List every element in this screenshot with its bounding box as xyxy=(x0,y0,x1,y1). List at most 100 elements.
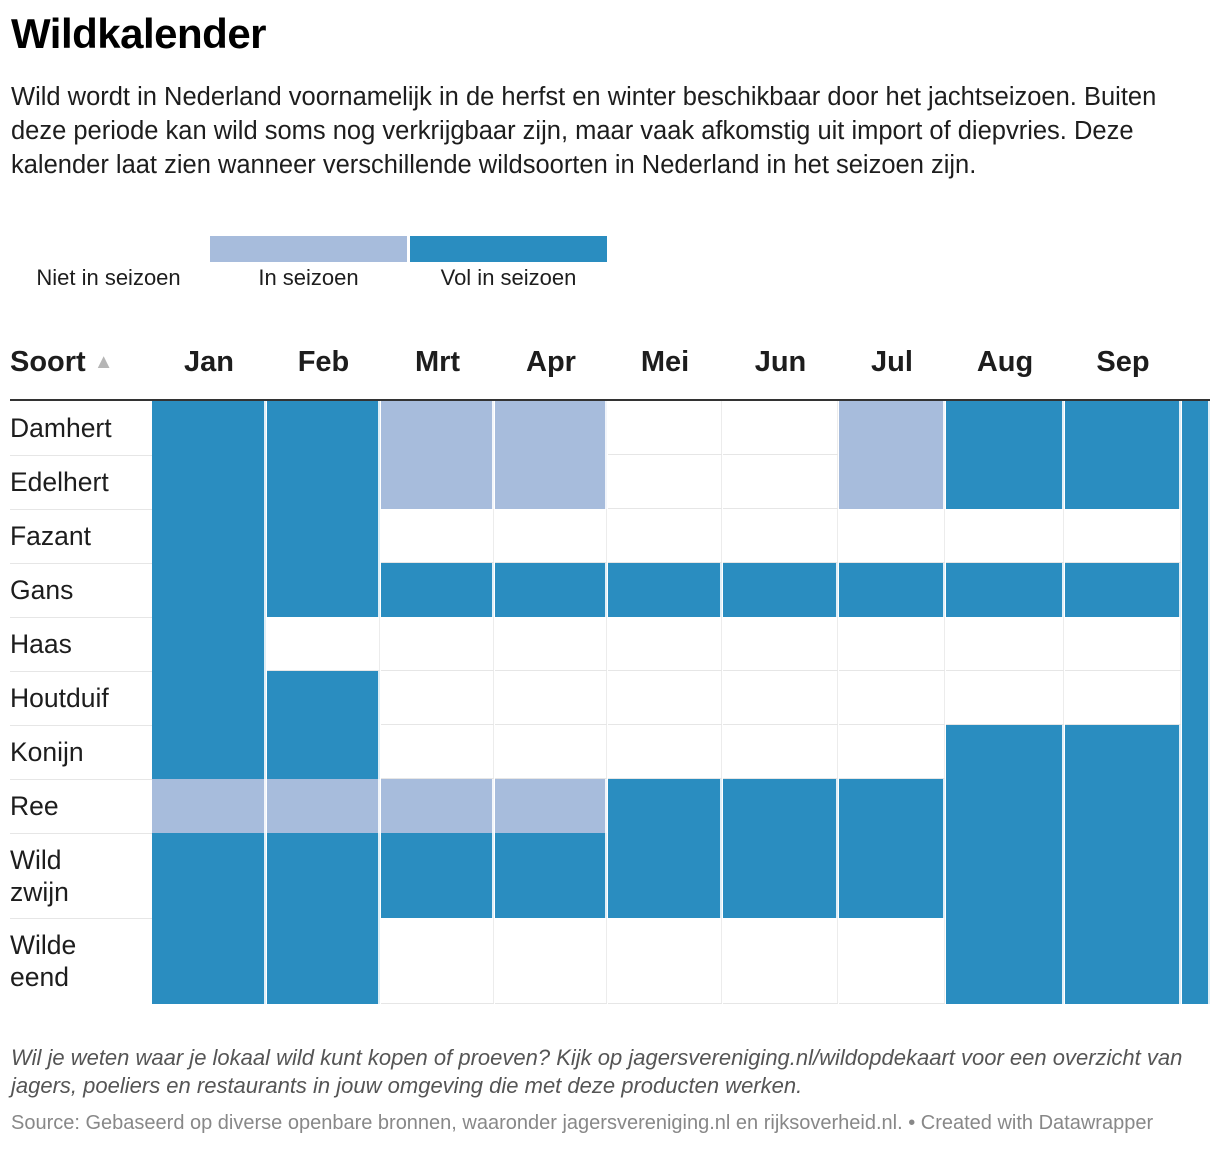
cell-wild-zwijn-jan-full xyxy=(152,833,266,918)
cell-damhert-sep-full xyxy=(1065,401,1181,455)
cell-gans-jun-full xyxy=(723,563,838,617)
cell-wild-zwijn-mrt-full xyxy=(381,833,494,918)
cell-gans-col9-full xyxy=(1182,563,1210,617)
cell-edelhert-jun-none xyxy=(723,455,838,509)
cell-edelhert-mrt-in xyxy=(381,455,494,509)
cell-fazant-jan-full xyxy=(152,509,266,563)
cell-fazant-apr-none xyxy=(495,509,607,563)
legend-label-full: Vol in seizoen xyxy=(440,265,577,290)
cell-konijn-jan-full xyxy=(152,725,266,779)
cell-wilde-eend-apr-none xyxy=(495,918,607,1004)
cell-haas-mei-none xyxy=(608,617,722,671)
month-header-apr[interactable]: Apr xyxy=(526,346,576,378)
cell-fazant-jul-none xyxy=(839,509,945,563)
cell-wilde-eend-jan-full xyxy=(152,918,266,1004)
cell-ree-jun-full xyxy=(723,779,838,833)
cell-gans-apr-full xyxy=(495,563,607,617)
cell-konijn-col9-full xyxy=(1182,725,1210,779)
cell-gans-feb-full xyxy=(267,563,380,617)
cell-fazant-col9-full xyxy=(1182,509,1210,563)
row-divider xyxy=(10,918,152,919)
month-header-mei[interactable]: Mei xyxy=(640,346,690,378)
cell-damhert-feb-full xyxy=(267,401,380,455)
month-header-feb[interactable]: Feb xyxy=(297,346,350,378)
cell-wild-zwijn-feb-full xyxy=(267,833,380,918)
cell-konijn-sep-full xyxy=(1065,725,1181,779)
cell-edelhert-col9-full xyxy=(1182,455,1210,509)
cell-ree-mei-full xyxy=(608,779,722,833)
legend-item-in: In seizoen xyxy=(210,236,407,290)
cell-gans-mei-full xyxy=(608,563,722,617)
legend-label-none: Niet in seizoen xyxy=(36,265,181,290)
cell-damhert-jun-none xyxy=(723,401,838,455)
cell-wild-zwijn-jun-full xyxy=(723,833,838,918)
cell-wilde-eend-sep-full xyxy=(1065,918,1181,1004)
sort-ascending-triangle-icon[interactable]: ▲ xyxy=(93,351,114,373)
month-header-jan[interactable]: Jan xyxy=(184,346,234,378)
cell-edelhert-aug-full xyxy=(946,455,1064,509)
cell-haas-feb-none xyxy=(267,617,380,671)
cell-konijn-feb-full xyxy=(267,725,380,779)
row-label-houtduif: Houtduif xyxy=(10,683,109,713)
cell-houtduif-apr-none xyxy=(495,671,607,725)
cell-ree-feb-in xyxy=(267,779,380,833)
legend-swatch-in xyxy=(210,236,407,262)
cell-houtduif-jan-full xyxy=(152,671,266,725)
header-divider xyxy=(10,399,1210,401)
month-header-jul[interactable]: Jul xyxy=(871,346,913,378)
cell-edelhert-mei-none xyxy=(608,455,722,509)
cell-konijn-jul-none xyxy=(839,725,945,779)
row-label-ree: Ree xyxy=(10,791,59,821)
row-divider xyxy=(10,725,152,726)
cell-wilde-eend-jul-none xyxy=(839,918,945,1004)
cell-konijn-apr-none xyxy=(495,725,607,779)
cell-fazant-aug-none xyxy=(946,509,1064,563)
cell-gans-jul-full xyxy=(839,563,945,617)
row-label-konijn: Konijn xyxy=(10,737,84,767)
row-header-label: Soort xyxy=(10,346,86,378)
row-label-gans: Gans xyxy=(10,575,74,605)
row-divider xyxy=(10,671,152,672)
legend-item-full: Vol in seizoen xyxy=(410,236,607,290)
cell-houtduif-aug-none xyxy=(946,671,1064,725)
chart-title: Wildkalender xyxy=(11,10,267,57)
cell-edelhert-sep-full xyxy=(1065,455,1181,509)
row-header-soort[interactable]: Soort ▲ xyxy=(10,346,114,379)
month-header-sep[interactable]: Sep xyxy=(1096,346,1150,378)
cell-wilde-eend-aug-full xyxy=(946,918,1064,1004)
cell-fazant-feb-full xyxy=(267,509,380,563)
cell-wild-zwijn-mei-full xyxy=(608,833,722,918)
month-header-aug[interactable]: Aug xyxy=(976,346,1034,378)
legend-swatch-full xyxy=(410,236,607,262)
cell-wilde-eend-feb-full xyxy=(267,918,380,1004)
chart-note: Wil je weten waar je lokaal wild kunt ko… xyxy=(11,1045,1183,1098)
row-label-damhert: Damhert xyxy=(10,413,112,443)
cell-konijn-jun-none xyxy=(723,725,838,779)
cell-wild-zwijn-jul-full xyxy=(839,833,945,918)
cell-konijn-mei-none xyxy=(608,725,722,779)
legend-item-none: Niet in seizoen xyxy=(10,236,207,290)
cell-wilde-eend-jun-none xyxy=(723,918,838,1004)
cell-ree-col9-full xyxy=(1182,779,1210,833)
cell-haas-jan-full xyxy=(152,617,266,671)
cell-ree-jan-in xyxy=(152,779,266,833)
cell-gans-aug-full xyxy=(946,563,1064,617)
month-header-jun[interactable]: Jun xyxy=(754,346,807,378)
month-header-mrt[interactable]: Mrt xyxy=(414,346,461,378)
chart-subtitle: Wild wordt in Nederland voornamelijk in … xyxy=(11,83,1157,179)
row-label-edelhert: Edelhert xyxy=(10,467,109,497)
row-divider xyxy=(10,509,152,510)
cell-fazant-mrt-none xyxy=(381,509,494,563)
cell-edelhert-feb-full xyxy=(267,455,380,509)
cell-fazant-sep-none xyxy=(1065,509,1181,563)
legend-label-in: In seizoen xyxy=(258,265,359,290)
row-label-wild-zwijn: Wild zwijn xyxy=(10,844,69,907)
cell-wilde-eend-mrt-none xyxy=(381,918,494,1004)
cell-gans-mrt-full xyxy=(381,563,494,617)
row-divider xyxy=(10,833,152,834)
cell-edelhert-apr-in xyxy=(495,455,607,509)
cell-damhert-jan-full xyxy=(152,401,266,455)
cell-gans-jan-full xyxy=(152,563,266,617)
cell-edelhert-jul-in xyxy=(839,455,945,509)
legend-swatch-none xyxy=(10,236,207,262)
